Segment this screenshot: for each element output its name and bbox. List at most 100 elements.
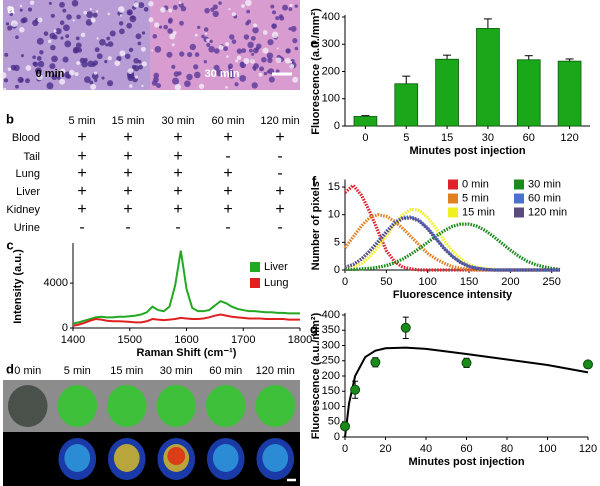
column-header: 30 min xyxy=(161,115,194,127)
x-tick-label: 1500 xyxy=(118,334,142,346)
table-cell: - xyxy=(225,148,230,165)
series-line xyxy=(72,250,300,325)
cell-space xyxy=(161,7,164,11)
nucleus xyxy=(106,36,111,41)
table-cell: - xyxy=(277,165,282,182)
nucleus xyxy=(64,40,72,48)
nucleus xyxy=(279,15,285,21)
cell-space xyxy=(154,22,160,28)
y-tick-label: 350 xyxy=(322,324,340,336)
organ-photo xyxy=(106,385,147,427)
row-header: Urine xyxy=(14,222,40,234)
x-axis-label: Minutes post injection xyxy=(408,456,524,468)
table-cell: + xyxy=(173,201,182,218)
nucleus xyxy=(75,42,82,49)
nucleus xyxy=(130,15,135,20)
cell-space xyxy=(169,33,176,40)
data-point xyxy=(340,421,350,432)
x-tick-label: 30 xyxy=(482,132,494,144)
cell-space xyxy=(7,67,12,71)
cell-space xyxy=(226,55,229,58)
panel-label: d xyxy=(6,361,14,376)
nucleus xyxy=(177,71,182,76)
cell-space xyxy=(37,17,43,23)
row-header: Tail xyxy=(23,151,40,163)
cell-space xyxy=(289,63,295,69)
cell-space xyxy=(141,61,147,67)
nucleus xyxy=(151,80,158,86)
nucleus xyxy=(179,20,184,26)
nucleus xyxy=(229,34,235,40)
nucleus xyxy=(203,60,207,64)
table-cell: - xyxy=(277,219,282,236)
nucleus xyxy=(59,20,65,26)
table-cell: + xyxy=(77,165,86,182)
y-tick-label: 200 xyxy=(322,370,340,382)
legend-label: Lung xyxy=(264,277,288,289)
x-tick-label: 0 xyxy=(342,276,348,288)
nucleus xyxy=(94,47,100,53)
y-tick-label: 5 xyxy=(334,236,340,248)
nucleus xyxy=(32,61,37,66)
nucleus xyxy=(246,9,250,14)
panel-label: c xyxy=(6,237,13,252)
cell-space xyxy=(148,17,154,23)
organ-fluor-strip xyxy=(3,432,300,486)
nucleus xyxy=(127,10,132,15)
organ-fluor-hot xyxy=(167,447,186,465)
cell-space xyxy=(29,0,35,5)
organ-fluor-mid xyxy=(113,444,140,472)
nucleus xyxy=(259,66,265,72)
cell-space xyxy=(90,17,96,23)
nucleus xyxy=(48,1,52,5)
nucleus xyxy=(62,8,67,13)
nucleus xyxy=(118,21,124,26)
nucleus xyxy=(218,1,222,5)
nucleus xyxy=(228,71,236,79)
nucleus xyxy=(51,55,58,63)
nucleus xyxy=(268,76,275,83)
table-cell: + xyxy=(123,201,132,218)
nucleus xyxy=(213,64,220,71)
nucleus xyxy=(231,39,237,44)
organ-photo xyxy=(205,385,246,427)
nucleus xyxy=(189,43,196,51)
nucleus xyxy=(109,30,116,37)
legend-swatch xyxy=(250,278,260,288)
nucleus xyxy=(166,51,173,58)
table-cell: + xyxy=(223,201,232,218)
nucleus xyxy=(172,5,178,10)
nucleus xyxy=(267,57,273,64)
x-tick-label: 150 xyxy=(460,276,478,288)
nucleus xyxy=(201,34,205,39)
nucleus xyxy=(236,48,243,54)
nucleus xyxy=(250,35,256,41)
cell-space xyxy=(243,58,250,65)
x-tick-label: 20 xyxy=(379,443,391,455)
cell-space xyxy=(119,50,126,57)
nucleus xyxy=(135,33,142,40)
legend-swatch xyxy=(448,193,458,204)
nucleus xyxy=(261,57,267,63)
nucleus xyxy=(99,38,106,46)
y-tick-label: 0 xyxy=(334,120,340,132)
cell-space xyxy=(250,58,255,64)
cell-space xyxy=(95,10,99,13)
nucleus xyxy=(51,74,58,81)
legend-label: 5 min xyxy=(462,192,489,204)
nucleus xyxy=(65,73,72,79)
x-axis-label: Fluorescence intensity xyxy=(393,289,513,301)
nucleus xyxy=(20,17,26,24)
y-axis-label: Fluorescence (a.u./mm²) xyxy=(310,312,322,439)
cell-space xyxy=(275,57,282,64)
table-cell: - xyxy=(125,219,130,236)
cell-space xyxy=(93,71,98,75)
cell-space xyxy=(194,33,198,37)
y-tick-label: 4000 xyxy=(44,277,68,289)
nucleus xyxy=(275,16,280,21)
cell-space xyxy=(36,74,43,81)
y-axis-label: Number of pixels xyxy=(310,181,322,270)
x-tick-label: 200 xyxy=(501,276,519,288)
cell-space xyxy=(284,57,291,64)
cell-space xyxy=(262,30,268,35)
